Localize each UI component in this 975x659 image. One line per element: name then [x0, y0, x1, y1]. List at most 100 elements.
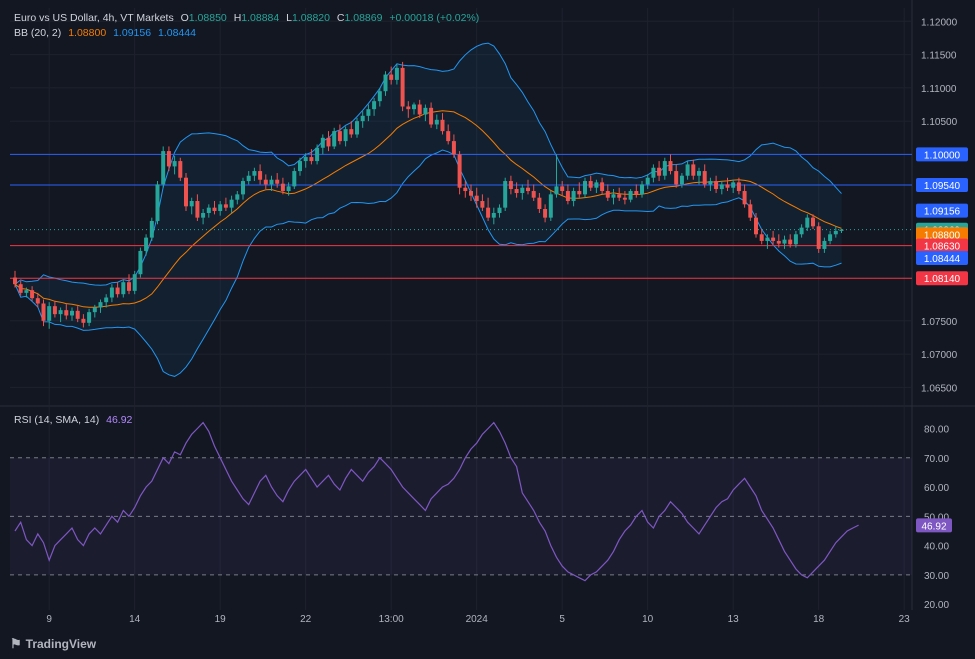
- x-tick-label: 10: [642, 614, 654, 625]
- price-badge-text: 1.08800: [924, 230, 961, 241]
- candle-body: [303, 157, 308, 162]
- candle-body: [833, 230, 838, 235]
- close-value: 1.08869: [344, 12, 383, 24]
- candle-body: [406, 106, 411, 110]
- price-badge-text: 1.10000: [924, 150, 961, 161]
- candle-body: [132, 274, 137, 291]
- x-tick-label: 19: [215, 614, 227, 625]
- candle-body: [377, 91, 382, 102]
- candle-body: [315, 147, 320, 162]
- candle-body: [212, 207, 217, 211]
- candle-body: [121, 282, 126, 295]
- rsi-tick-label: 50.00: [924, 512, 949, 523]
- candle-body: [309, 157, 314, 162]
- change-value: +0.00018 (+0.02%): [389, 12, 480, 24]
- candle-body: [286, 186, 291, 192]
- candle-body: [235, 194, 240, 200]
- candle-body: [223, 204, 228, 208]
- x-tick-label: 5: [559, 614, 565, 625]
- candle-body: [241, 181, 245, 195]
- candle-body: [708, 181, 713, 185]
- candle-body: [360, 115, 365, 122]
- candle-body: [161, 151, 166, 185]
- candle-body: [577, 191, 582, 195]
- candle-body: [622, 197, 627, 200]
- candle-body: [565, 191, 570, 202]
- candle-body: [543, 208, 548, 218]
- candle-body: [292, 171, 297, 187]
- x-tick-label: 18: [813, 614, 825, 625]
- candle-body: [412, 104, 416, 110]
- candle-body: [389, 74, 394, 80]
- rsi-tick-label: 20.00: [924, 600, 949, 611]
- candle-body: [400, 67, 405, 107]
- candle-body: [172, 161, 177, 167]
- candle-body: [41, 303, 46, 321]
- candle-body: [252, 171, 257, 176]
- candle-body: [246, 175, 251, 182]
- candle-body: [320, 137, 325, 148]
- candle-body: [651, 167, 656, 178]
- candle-body: [520, 187, 525, 194]
- candle-body: [816, 226, 821, 249]
- candle-body: [258, 171, 263, 180]
- candle-body: [81, 318, 86, 323]
- candle-body: [548, 194, 553, 218]
- candle-body: [640, 184, 644, 195]
- candle-body: [605, 191, 610, 198]
- candle-body: [87, 312, 92, 323]
- candle-body: [537, 197, 542, 209]
- candle-body: [423, 107, 428, 115]
- candle-body: [486, 207, 491, 218]
- candle-body: [600, 182, 605, 192]
- price-tick-label: 1.07500: [921, 317, 958, 328]
- candle-body: [742, 191, 747, 205]
- candle-body: [195, 201, 200, 218]
- price-tick-label: 1.10500: [921, 117, 958, 128]
- candle-body: [332, 131, 337, 147]
- bb-upper-value: 1.09156: [113, 27, 152, 39]
- x-tick-label: 9: [46, 614, 52, 625]
- candle-body: [58, 310, 63, 315]
- bb-lower-value: 1.08444: [157, 27, 196, 39]
- candle-body: [52, 306, 57, 315]
- candle-body: [98, 302, 103, 308]
- candle-body: [47, 306, 52, 321]
- rsi-tick-label: 70.00: [924, 454, 949, 465]
- price-tick-label: 1.07000: [921, 350, 958, 361]
- candle-body: [828, 234, 833, 241]
- candle-body: [70, 310, 74, 316]
- price-badge-1.08630: [916, 238, 968, 253]
- rsi-line: [14, 421, 859, 582]
- candle-body: [104, 297, 109, 303]
- x-tick-label: 22: [300, 614, 312, 625]
- bb-lower-line: [14, 149, 842, 377]
- price-tick-label: 1.06500: [921, 383, 958, 394]
- candle-body: [702, 171, 707, 185]
- candle-body: [349, 129, 354, 135]
- price-badge-text: 1.08140: [924, 274, 961, 285]
- price-badge-text: 1.09156: [924, 207, 961, 218]
- candle-body: [149, 220, 154, 238]
- candle-body: [280, 183, 285, 192]
- candle-body: [657, 167, 662, 176]
- candle-body: [184, 177, 188, 207]
- price-badge-text: 1.09540: [924, 181, 961, 192]
- candle-body: [115, 287, 120, 295]
- candle-body: [583, 181, 587, 195]
- candle-body: [229, 199, 234, 208]
- low-label: L: [286, 12, 293, 24]
- candle-body: [771, 237, 776, 241]
- rsi-tick-label: 40.00: [924, 542, 949, 553]
- candle-body: [662, 161, 667, 176]
- candle-body: [92, 307, 97, 313]
- x-tick-label: 13:00: [379, 614, 404, 625]
- candle-body: [776, 240, 781, 244]
- candle-body: [201, 212, 206, 218]
- candle-body: [839, 229, 844, 231]
- candle-body: [571, 191, 576, 202]
- symbol-legend: Euro vs US Dollar, 4h, VT Markets O1.088…: [14, 12, 479, 24]
- candle-body: [674, 171, 679, 185]
- candle-body: [799, 227, 804, 235]
